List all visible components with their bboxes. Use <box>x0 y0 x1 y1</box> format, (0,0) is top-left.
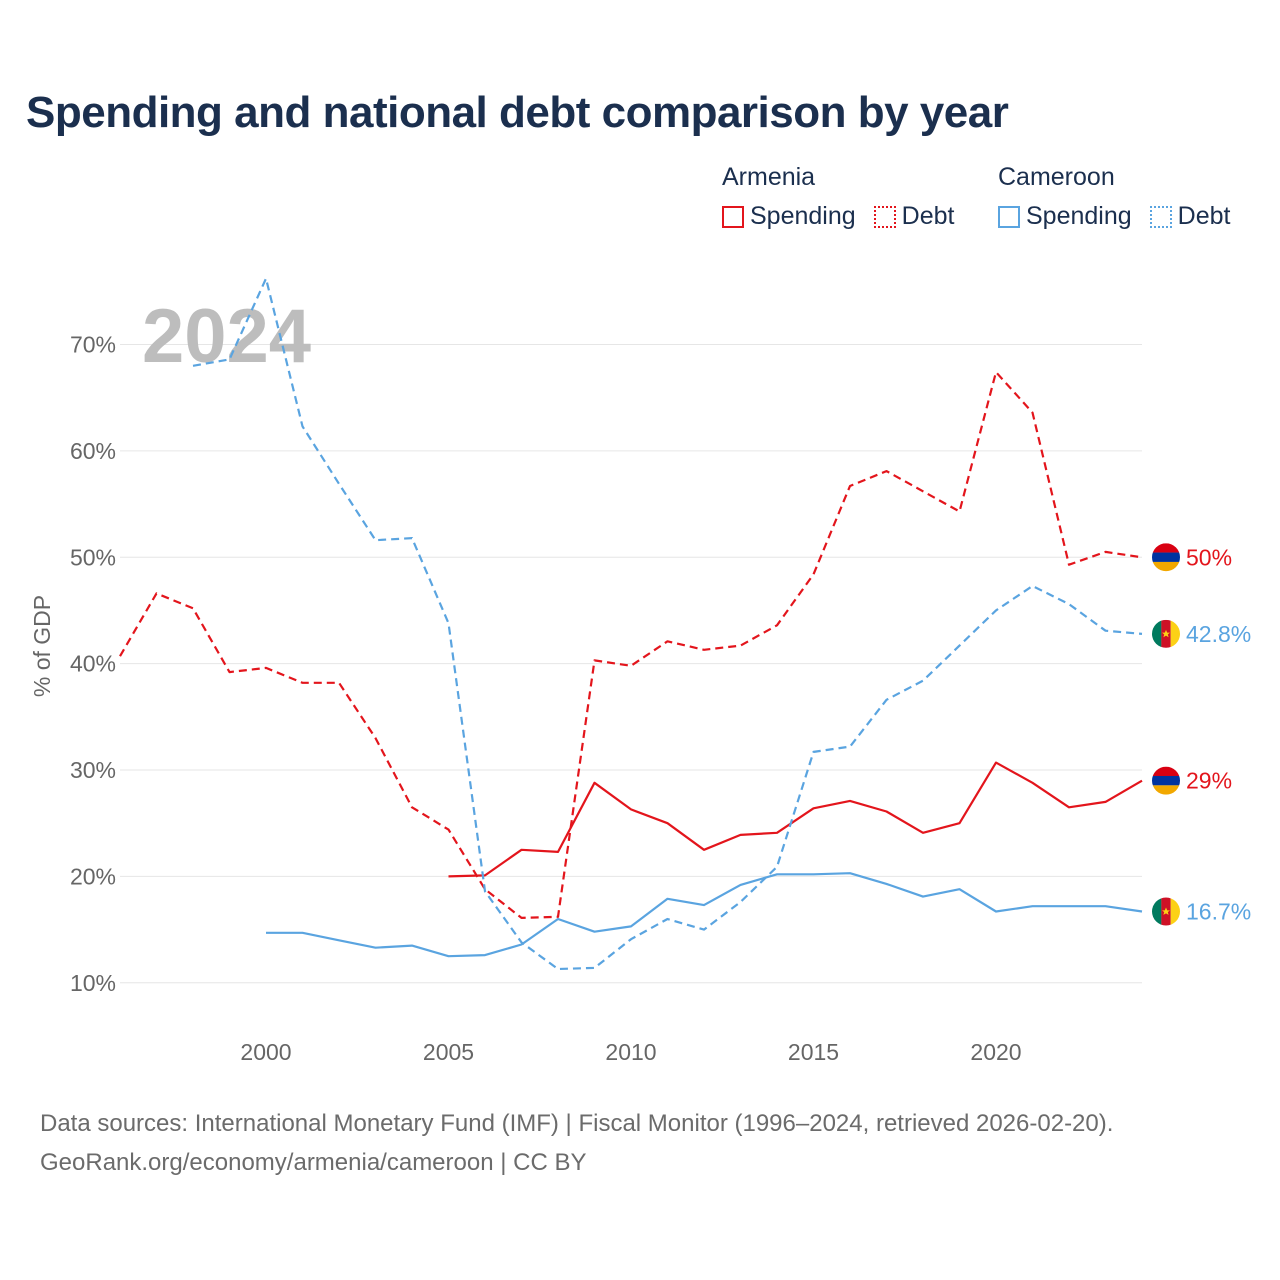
legend-swatch-dotted-cameroon <box>1149 205 1172 228</box>
current-year-label: 2024 <box>142 294 311 379</box>
y-axis-label: % of GDP <box>29 595 55 697</box>
legend-swatch-solid-armenia <box>722 205 744 228</box>
legend-group-armenia: Armenia Spending Debt <box>722 160 954 231</box>
series-line-cameroon-debt[interactable] <box>192 277 1143 971</box>
legend-group-title: Armenia <box>722 163 816 191</box>
x-tick-label: 2005 <box>423 1039 474 1065</box>
y-tick-label: 30% <box>70 757 116 783</box>
cameroon-flag-icon <box>1152 897 1180 926</box>
legend: Armenia Spending Debt Cameroon Spending … <box>0 160 1280 250</box>
legend-item-cameroon-debt[interactable]: Debt <box>1149 202 1231 231</box>
y-tick-label: 60% <box>70 438 116 464</box>
line-chart: 10% 20% 30% 40% 50% 60% 70% 2000 2005 2010 2015 202… <box>29 277 1251 1065</box>
footer-link[interactable]: GeoRank.org/economy/armenia/cameroon | C… <box>40 1149 587 1176</box>
legend-group-title: Cameroon <box>998 163 1115 191</box>
y-tick-label: 40% <box>70 651 116 677</box>
y-tick-label: 20% <box>70 863 116 889</box>
series-line-armenia-spending[interactable] <box>448 761 1143 878</box>
chart-title: Spending and national debt comparison by… <box>26 88 1009 137</box>
armenia-flag-icon <box>1152 543 1180 572</box>
legend-item-cameroon-spending[interactable]: Spending <box>998 202 1132 231</box>
legend-label: Spending <box>750 202 856 230</box>
series-line-armenia-debt[interactable] <box>119 371 1143 920</box>
series-layer <box>119 277 1143 971</box>
y-tick-label: 70% <box>70 331 116 357</box>
x-tick-label: 2020 <box>970 1039 1021 1065</box>
legend-label: Debt <box>901 202 955 230</box>
series-line-cameroon-spending[interactable] <box>266 872 1143 958</box>
x-tick-label: 2000 <box>240 1039 291 1065</box>
grid: 10% 20% 30% 40% 50% 60% 70% 2000 2005 2010 2015 202… <box>70 331 1142 1065</box>
x-tick-label: 2015 <box>788 1039 839 1065</box>
end-value-label: 16.7% <box>1186 899 1251 925</box>
footer: Data sources: International Monetary Fun… <box>40 1104 1113 1182</box>
end-value-label: 29% <box>1186 768 1232 794</box>
legend-swatch-dotted-armenia <box>873 205 896 228</box>
end-value-label: 50% <box>1186 544 1232 570</box>
legend-item-armenia-spending[interactable]: Spending <box>722 202 856 231</box>
legend-group-cameroon: Cameroon Spending Debt <box>998 160 1230 231</box>
footer-sources: Data sources: International Monetary Fun… <box>40 1110 1114 1137</box>
legend-label: Spending <box>1026 202 1132 230</box>
legend-swatch-solid-cameroon <box>998 205 1020 228</box>
end-value-label: 42.8% <box>1186 621 1251 647</box>
cameroon-flag-icon <box>1152 619 1180 648</box>
y-tick-label: 50% <box>70 544 116 570</box>
legend-item-armenia-debt[interactable]: Debt <box>873 202 955 231</box>
armenia-flag-icon <box>1152 766 1180 795</box>
end-labels: 50% 29% 42.8% 16.7% <box>1152 543 1251 926</box>
y-tick-label: 10% <box>70 970 116 996</box>
x-tick-label: 2010 <box>605 1039 656 1065</box>
legend-label: Debt <box>1177 202 1231 230</box>
